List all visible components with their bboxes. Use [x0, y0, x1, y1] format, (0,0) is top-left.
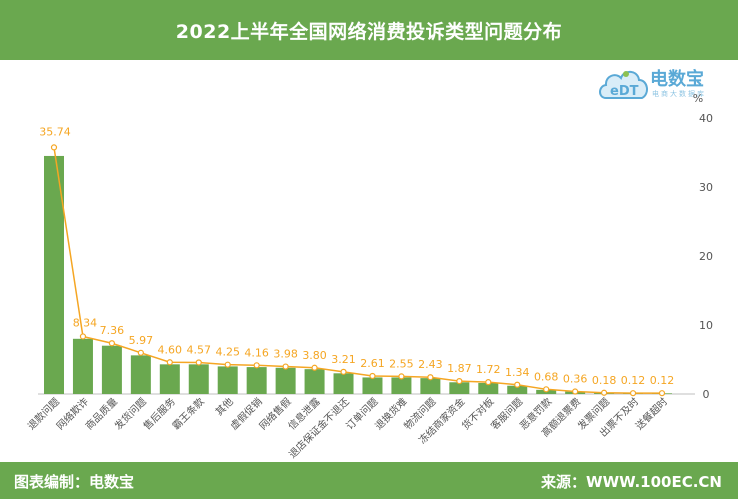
bar [188, 364, 209, 394]
line-point [282, 363, 289, 370]
line-point [629, 390, 637, 397]
footer-credit: 图表编制：电数宝 [14, 473, 135, 491]
bar [130, 355, 151, 394]
bar [304, 369, 325, 394]
bar [391, 377, 412, 394]
line-point [543, 386, 550, 393]
data-label: 2.55 [389, 357, 414, 370]
footer-banner: 图表编制：电数宝 来源：WWW.100EC.CN [0, 462, 738, 499]
data-label: 0.18 [592, 374, 617, 387]
line-point [427, 374, 434, 381]
line-point [572, 388, 579, 395]
data-label: 7.36 [100, 324, 125, 337]
data-label: 3.98 [273, 348, 298, 361]
x-tick-label: 其他 [213, 395, 236, 418]
line-point [253, 362, 260, 369]
bar [44, 155, 64, 394]
y-tick-label: 20 [699, 250, 713, 263]
header-banner: 2022上半年全国网络消费投诉类型问题分布 [0, 0, 738, 60]
data-label: 8.34 [73, 316, 98, 329]
bar [217, 366, 238, 394]
y-unit-label: % [693, 92, 703, 105]
data-label: 4.57 [187, 343, 212, 356]
line-point [369, 372, 376, 380]
data-label: 1.34 [505, 366, 530, 379]
data-label: 4.16 [244, 346, 269, 359]
trend-line [53, 147, 662, 394]
bar [420, 378, 441, 394]
y-tick-label: 30 [699, 181, 713, 194]
line-point [514, 381, 521, 388]
line-point [195, 359, 202, 366]
line-point [658, 390, 666, 397]
line-point [166, 359, 173, 366]
line-point [485, 379, 492, 386]
data-label: 0.12 [621, 374, 646, 387]
data-label: 3.80 [302, 349, 327, 362]
data-label: 35.74 [39, 125, 71, 138]
data-label: 4.60 [158, 343, 183, 356]
data-label: 3.21 [331, 353, 356, 366]
data-label: 5.97 [129, 334, 154, 347]
x-tick-label: 霸王条款 [169, 395, 206, 432]
bar [449, 382, 470, 394]
line-point [340, 368, 347, 375]
bar [507, 385, 528, 394]
data-label: 0.36 [563, 373, 588, 386]
data-label: 0.12 [650, 374, 675, 387]
logo-letters: eDT [610, 84, 639, 99]
bar-chart: 0 10 20 30 40% 35.74 8.347.36 5.97 4.60 4.57 4.25 4… [25, 92, 713, 461]
data-label: 0.68 [534, 370, 559, 383]
x-tick-label: 送餐超时 [633, 395, 670, 432]
bar [275, 367, 296, 394]
data-label: 2.43 [418, 358, 443, 371]
y-tick-label: 10 [699, 319, 713, 332]
line-point [600, 389, 608, 396]
bar [72, 338, 93, 394]
bar [246, 367, 267, 394]
y-tick-label: 40 [699, 112, 713, 125]
y-tick-label: 0 [703, 388, 710, 401]
logo-name: 电数宝 [650, 69, 704, 90]
line-point [398, 373, 405, 380]
line-point [456, 377, 463, 385]
line-point [50, 144, 58, 151]
data-label: 4.25 [215, 346, 240, 359]
line-point [108, 340, 116, 347]
bar [362, 377, 383, 394]
page-title: 2022上半年全国网络消费投诉类型问题分布 [175, 20, 563, 43]
logo-subtitle: 电商大数据库 [652, 90, 706, 98]
data-label: 2.61 [360, 357, 385, 370]
data-label: 1.87 [447, 362, 472, 375]
line-point [137, 349, 144, 356]
chart-area: 0 10 20 30 40% 35.74 8.34 7.36 5.97 4.60 4.57 4.25 4… [0, 60, 738, 461]
bar [101, 345, 122, 394]
footer-source: 来源：WWW.100EC.CN [541, 473, 722, 491]
bar [159, 364, 180, 394]
data-label: 1.72 [476, 363, 501, 376]
logo: eDT 电数宝 电商大数据库 [596, 62, 716, 106]
bar [333, 373, 354, 394]
cloud-logo-icon: eDT [599, 70, 648, 99]
line-point [224, 361, 231, 368]
bar [478, 382, 499, 394]
line-point [79, 333, 87, 340]
line-point [311, 364, 318, 371]
